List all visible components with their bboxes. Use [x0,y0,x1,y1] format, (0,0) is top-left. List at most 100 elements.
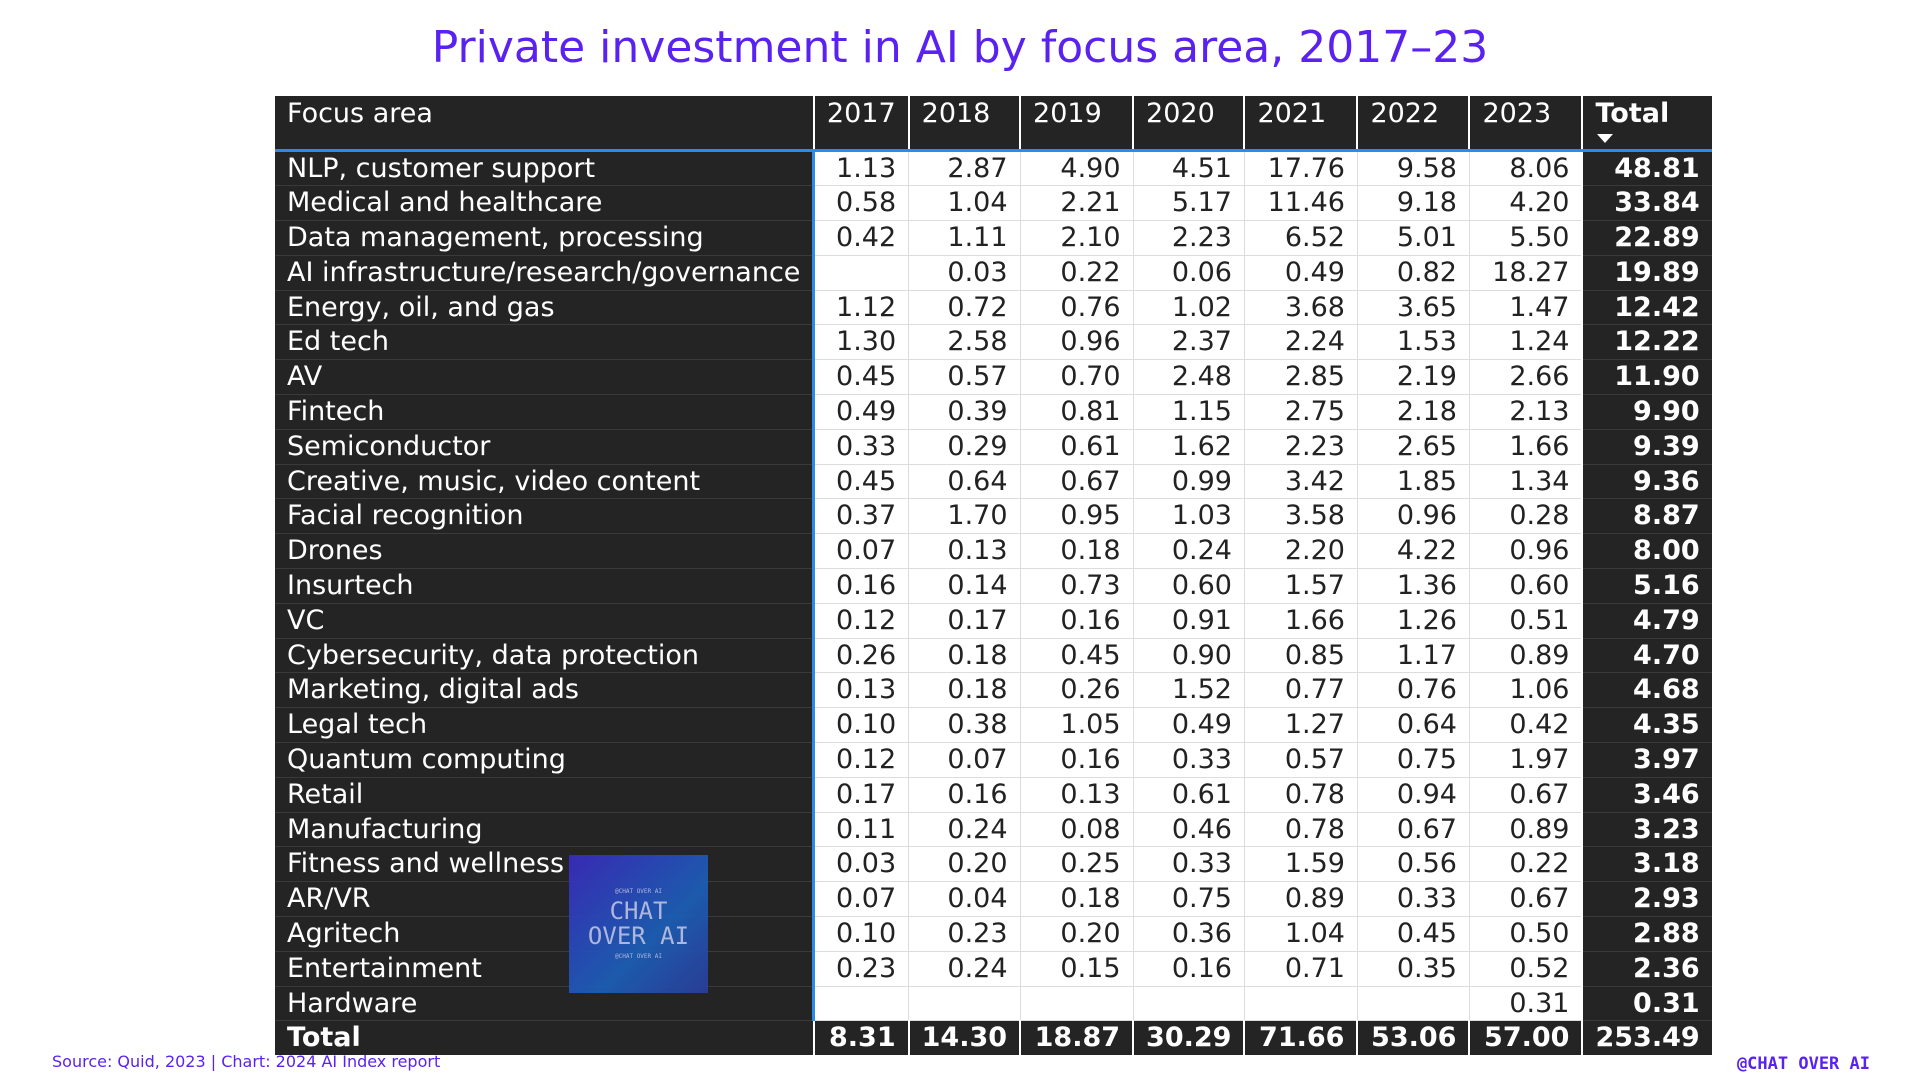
cell: 0.60 [1132,568,1245,604]
cell: 3.23 [1581,812,1712,848]
cell: 0.08 [1019,811,1134,848]
cell: 0.07 [812,881,910,918]
cell: 0.33 [1356,881,1470,918]
cell: 0.78 [1243,776,1358,813]
cell: 0.03 [812,846,910,883]
table-row: AR/VR 0.07 0.04 0.18 0.75 0.89 0.33 0.67 2.93 [275,881,1712,918]
cell: 0.16 [1132,950,1245,987]
cell: 2.21 [1019,185,1134,222]
cell: 0.31 [1468,985,1583,1022]
total-cell: 14.30 [907,1020,1021,1056]
header-cell: 2017 [812,96,909,152]
cell [812,254,910,291]
cell: 1.52 [1132,672,1245,709]
cell: 0.50 [1468,916,1583,952]
total-label: Total [275,1020,814,1056]
cell: 0.17 [908,602,1021,639]
table-row: Fitness and wellness 0.03 0.20 0.25 0.33 1.59… [275,846,1712,883]
cell: 0.58 [812,185,910,222]
cell: 0.07 [908,742,1021,778]
cell: 9.39 [1581,429,1712,465]
cell: 0.71 [1243,950,1358,987]
cell: 0.77 [1243,672,1358,709]
cell: 3.65 [1356,289,1470,326]
cell: 6.52 [1243,220,1358,256]
logo-bottom: @CHAT OVER AI [615,953,662,960]
cell: 48.81 [1581,150,1712,187]
total-cell: 30.29 [1132,1020,1245,1056]
table-row: Legal tech 0.10 0.38 1.05 0.49 1.27 0.64 0.42 4.… [275,707,1712,744]
cell: 22.89 [1581,220,1712,256]
cell: 2.13 [1468,394,1583,430]
cell: 3.97 [1581,742,1712,778]
total-cell: 71.66 [1243,1020,1358,1056]
row-label: Medical and healthcare [275,185,814,222]
logo-top: @CHAT OVER AI [615,888,662,895]
cell: 3.58 [1243,498,1358,535]
table-body: NLP, customer support 1.13 2.87 4.90 4.51 17.… [275,149,1712,1056]
cell: 0.42 [812,220,910,256]
cell: 0.81 [1019,394,1134,430]
row-label: AR/VR [275,881,814,918]
cell: 1.66 [1243,602,1358,639]
cell: 0.07 [812,533,910,570]
row-label: Data management, processing [275,220,814,256]
cell: 8.87 [1581,498,1712,535]
cell: 0.28 [1468,498,1583,535]
cell [812,985,910,1022]
cell: 4.70 [1581,638,1712,674]
header-cell: 2019 [1019,96,1134,152]
header-cell: 2018 [907,96,1021,152]
cell: 5.17 [1132,185,1245,222]
cell: 1.02 [1132,289,1245,326]
table-row: Agritech 0.10 0.23 0.20 0.36 1.04 0.45 0.50 2.88 [275,916,1712,952]
cell: 0.22 [1019,254,1134,291]
cell: 19.89 [1581,255,1712,291]
table-row: Ed tech 1.30 2.58 0.96 2.37 2.24 1.53 1.24 12.22 [275,324,1712,361]
row-label: Fintech [275,394,814,430]
row-label: AI infrastructure/research/governance [275,255,814,291]
cell: 0.26 [1019,672,1134,709]
cell: 0.57 [908,359,1021,396]
cell [1132,985,1245,1022]
cell: 1.30 [812,324,910,361]
cell: 0.13 [1019,776,1134,813]
cell: 1.59 [1243,846,1358,883]
total-cell: 18.87 [1019,1020,1134,1056]
cell: 4.35 [1581,707,1712,744]
header-cell: 2022 [1356,96,1470,152]
cell: 0.33 [812,428,910,465]
total-cell: 8.31 [812,1020,909,1056]
cell: 0.13 [812,672,910,709]
cell: 0.76 [1356,672,1470,709]
cell: 0.12 [812,742,910,778]
row-label: Manufacturing [275,812,814,848]
table-row: AI infrastructure/research/governance 0.0… [275,254,1712,291]
cell: 0.24 [1132,533,1245,570]
cell: 0.72 [908,289,1021,326]
cell: 0.67 [1468,881,1583,918]
cell: 2.85 [1243,359,1358,396]
cell: 0.57 [1243,742,1358,778]
cell: 0.42 [1468,707,1583,744]
title: Private investment in AI by focus area, … [431,22,1489,73]
table-row: Fintech 0.49 0.39 0.81 1.15 2.75 2.18 2.13 9.90 [275,394,1712,430]
cell: 0.75 [1356,742,1470,778]
table-row: Hardware 0.31 0.31 [275,985,1712,1022]
cell: 0.22 [1468,846,1583,883]
row-label: Ed tech [275,324,814,361]
cell: 0.60 [1468,568,1583,604]
header-row: Focus area 2017 2018 2019 2020 2021 2022 2023 To… [275,96,1712,152]
cell: 2.88 [1581,916,1712,952]
cell: 4.90 [1019,149,1134,187]
header-cell: 2023 [1468,96,1583,152]
cell: 9.90 [1581,394,1712,430]
cell: 1.47 [1468,289,1583,326]
cell [1356,985,1470,1022]
cell: 0.89 [1468,637,1583,674]
cell [908,985,1021,1022]
cell: 0.75 [1132,881,1245,918]
cell: 17.76 [1243,149,1358,187]
row-label: Energy, oil, and gas [275,290,814,326]
